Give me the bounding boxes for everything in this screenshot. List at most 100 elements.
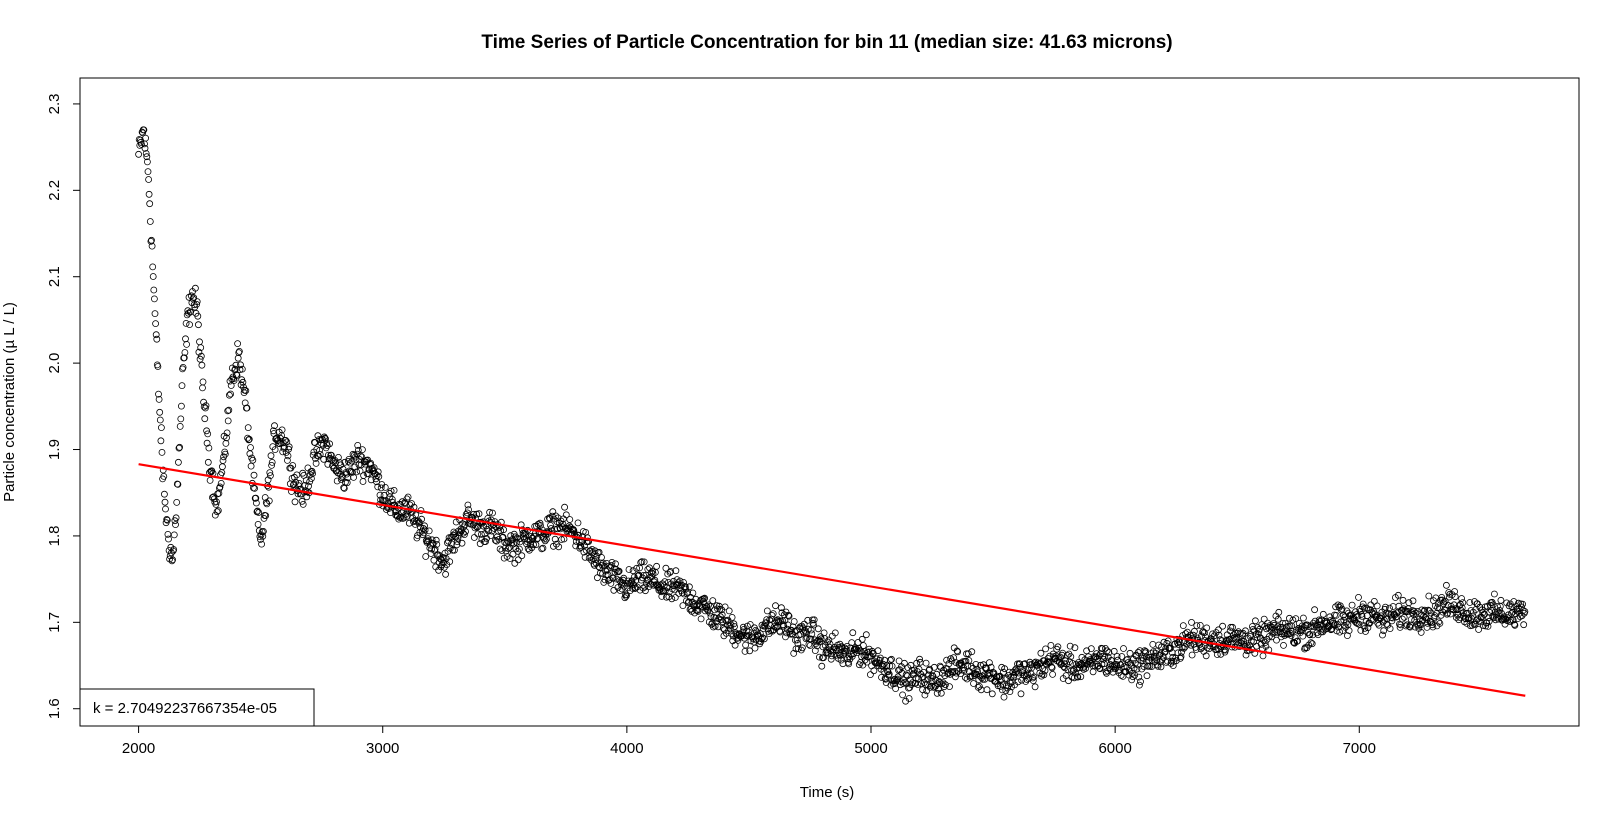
data-point (633, 564, 640, 572)
data-point (944, 669, 952, 676)
data-point (888, 655, 895, 663)
data-point (1178, 648, 1185, 656)
data-point (999, 681, 1007, 688)
data-point (1019, 671, 1027, 679)
data-point (841, 644, 849, 652)
data-point (1505, 602, 1513, 610)
data-point (160, 472, 168, 480)
data-point (1136, 681, 1143, 689)
data-point (1386, 604, 1393, 612)
x-axis-label: Time (s) (800, 784, 854, 801)
data-point (691, 600, 699, 607)
data-point (262, 512, 270, 519)
data-point (888, 662, 896, 670)
data-point (446, 558, 454, 565)
data-point (592, 556, 599, 563)
data-point (142, 134, 150, 142)
data-point (1056, 653, 1064, 661)
data-point (921, 691, 929, 699)
data-point (223, 434, 230, 442)
data-point (1047, 642, 1055, 649)
data-point (500, 526, 508, 534)
data-point (1215, 631, 1223, 639)
data-point (1511, 621, 1519, 629)
data-point (907, 661, 915, 669)
data-point (203, 439, 211, 447)
data-point (271, 422, 278, 430)
data-point (1331, 621, 1339, 628)
data-point (922, 659, 930, 667)
data-point (870, 667, 878, 675)
data-point (1271, 629, 1279, 636)
data-point (1000, 693, 1008, 701)
data-point (763, 616, 771, 623)
legend-text: k = 2.70492237667354e-05 (93, 700, 277, 717)
data-point (140, 126, 148, 134)
data-point (899, 691, 906, 699)
data-point (1362, 628, 1369, 635)
data-point (672, 567, 680, 575)
data-point (1240, 637, 1248, 645)
plot-frame (79, 77, 1580, 727)
data-point (880, 668, 888, 675)
data-point (885, 670, 893, 678)
data-point (1308, 640, 1316, 648)
data-point (1465, 615, 1473, 622)
data-point (1227, 623, 1235, 631)
data-point (1443, 581, 1450, 589)
data-point (626, 587, 634, 594)
data-point (703, 602, 711, 610)
data-point (374, 468, 382, 476)
data-point (976, 683, 983, 690)
data-point (334, 453, 342, 461)
data-point (487, 532, 495, 539)
data-point (196, 355, 204, 363)
data-point (250, 471, 258, 479)
data-point (1311, 617, 1319, 625)
data-point (746, 647, 754, 655)
data-point (700, 598, 707, 605)
data-point (213, 498, 220, 506)
data-point (937, 689, 945, 697)
data-point (526, 546, 533, 554)
data-point (794, 640, 802, 647)
data-point (628, 577, 636, 585)
data-point (707, 602, 714, 610)
data-point (1188, 619, 1195, 626)
data-point (165, 547, 173, 554)
data-point (155, 390, 162, 398)
data-point (1049, 671, 1056, 678)
data-point (1157, 663, 1165, 671)
data-point (1435, 618, 1443, 626)
data-point (758, 635, 765, 643)
data-point (885, 671, 892, 679)
data-point (169, 556, 177, 564)
data-point (1213, 646, 1221, 653)
data-point (203, 427, 211, 435)
data-point (905, 695, 913, 702)
data-point (335, 467, 343, 475)
data-point (915, 665, 923, 673)
data-point (705, 601, 713, 609)
data-point (539, 544, 547, 552)
data-point (707, 613, 715, 621)
data-point (860, 642, 867, 649)
data-point (527, 540, 534, 548)
data-point (1131, 671, 1139, 679)
data-point (1319, 610, 1327, 618)
data-point (155, 395, 163, 403)
data-point (1436, 620, 1444, 627)
data-point (1149, 641, 1157, 648)
data-point (463, 509, 471, 517)
data-point (138, 140, 145, 148)
data-point (858, 635, 866, 643)
data-point (899, 680, 907, 687)
data-point (421, 526, 429, 534)
data-point (679, 602, 687, 609)
data-point (232, 361, 240, 369)
y-tick-label: 1.8 (46, 525, 63, 546)
data-point (1472, 617, 1480, 624)
data-point (761, 635, 768, 643)
data-point (638, 558, 646, 566)
data-point (983, 686, 991, 694)
